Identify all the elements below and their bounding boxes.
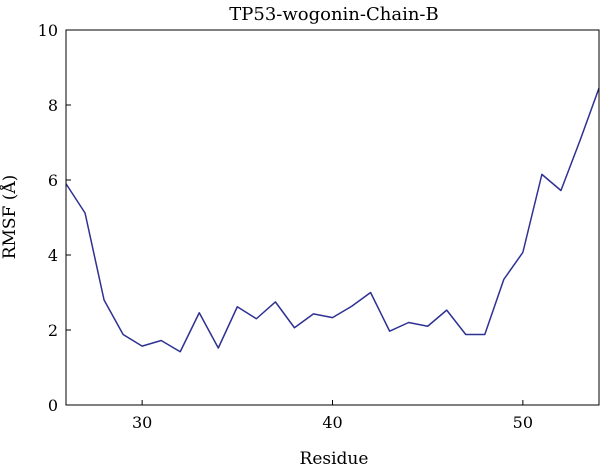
y-tick-label: 6 xyxy=(48,171,58,190)
x-tick-label: 50 xyxy=(513,413,533,432)
axis-ticks: 0 2 4 6 8 10 30 40 50 xyxy=(38,21,533,432)
chart-title: TP53-wogonin-Chain-B xyxy=(229,4,439,25)
x-axis-label: Residue xyxy=(300,449,369,468)
plot-frame xyxy=(65,29,600,406)
y-axis-label: RMSF (Å) xyxy=(0,175,20,260)
y-tick-label: 0 xyxy=(48,396,58,415)
x-tick-label: 40 xyxy=(322,413,342,432)
y-tick-label: 4 xyxy=(48,246,58,265)
y-tick-label: 2 xyxy=(48,321,58,340)
y-tick-label: 10 xyxy=(38,21,58,40)
y-tick-label: 8 xyxy=(48,96,58,115)
x-tick-label: 30 xyxy=(132,413,152,432)
rmsf-series-line xyxy=(65,87,600,353)
